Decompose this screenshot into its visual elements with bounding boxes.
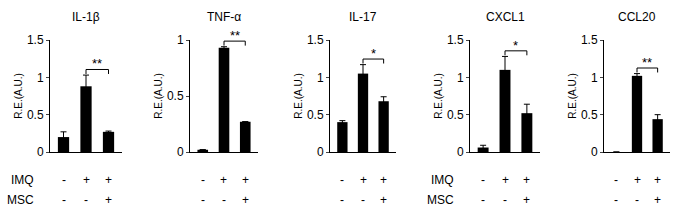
svg-text:0.5: 0.5 <box>581 108 598 122</box>
svg-text:MSC: MSC <box>7 193 34 207</box>
svg-text:0: 0 <box>37 145 44 159</box>
svg-text:+: + <box>220 173 227 187</box>
svg-text:0: 0 <box>457 145 464 159</box>
svg-text:-: - <box>361 193 365 207</box>
svg-text:R.E.(A.U.): R.E.(A.U.) <box>433 73 444 119</box>
svg-text:0.5: 0.5 <box>27 108 44 122</box>
svg-text:+: + <box>242 173 249 187</box>
svg-text:1: 1 <box>591 71 598 85</box>
svg-text:1.5: 1.5 <box>307 33 324 47</box>
svg-text:MSC: MSC <box>427 193 454 207</box>
svg-text:+: + <box>83 173 90 187</box>
svg-text:0.5: 0.5 <box>167 89 184 103</box>
svg-text:IMQ: IMQ <box>431 173 454 187</box>
svg-text:-: - <box>481 173 485 187</box>
svg-text:1: 1 <box>457 71 464 85</box>
svg-text:CCL20: CCL20 <box>618 10 656 24</box>
svg-text:+: + <box>105 173 112 187</box>
svg-text:-: - <box>62 173 66 187</box>
svg-text:0: 0 <box>177 145 184 159</box>
svg-text:1.5: 1.5 <box>447 33 464 47</box>
svg-text:R.E.(A.U.): R.E.(A.U.) <box>567 73 578 119</box>
svg-text:-: - <box>222 193 226 207</box>
svg-text:R.E.(A.U.): R.E.(A.U.) <box>153 73 164 119</box>
svg-text:-: - <box>340 193 344 207</box>
svg-text:-: - <box>62 193 66 207</box>
svg-text:+: + <box>360 173 367 187</box>
svg-text:-: - <box>201 193 205 207</box>
svg-text:1: 1 <box>177 33 184 47</box>
svg-text:0: 0 <box>591 145 598 159</box>
svg-text:-: - <box>340 173 344 187</box>
svg-text:**: ** <box>230 28 240 43</box>
svg-text:1.5: 1.5 <box>581 33 598 47</box>
svg-text:0.5: 0.5 <box>447 108 464 122</box>
svg-text:1.5: 1.5 <box>27 33 44 47</box>
svg-text:-: - <box>635 193 639 207</box>
svg-text:-: - <box>614 173 618 187</box>
svg-text:*: * <box>513 38 518 53</box>
svg-text:-: - <box>503 193 507 207</box>
svg-text:IMQ: IMQ <box>11 173 34 187</box>
svg-text:TNF-α: TNF-α <box>207 10 241 24</box>
svg-text:CXCL1: CXCL1 <box>486 10 525 24</box>
svg-text:+: + <box>380 193 387 207</box>
svg-text:0.5: 0.5 <box>307 108 324 122</box>
svg-text:-: - <box>614 193 618 207</box>
svg-text:-: - <box>201 173 205 187</box>
svg-text:+: + <box>654 193 661 207</box>
svg-text:*: * <box>371 46 376 61</box>
svg-text:0: 0 <box>317 145 324 159</box>
svg-text:+: + <box>242 193 249 207</box>
svg-text:+: + <box>105 193 112 207</box>
svg-text:+: + <box>654 173 661 187</box>
svg-text:1: 1 <box>37 71 44 85</box>
svg-text:**: ** <box>642 55 652 70</box>
svg-text:IL-17: IL-17 <box>349 10 377 24</box>
svg-text:-: - <box>84 193 88 207</box>
svg-text:**: ** <box>92 56 102 71</box>
svg-text:1: 1 <box>317 71 324 85</box>
svg-text:+: + <box>502 173 509 187</box>
svg-text:-: - <box>481 193 485 207</box>
svg-text:+: + <box>523 193 530 207</box>
svg-text:+: + <box>634 173 641 187</box>
svg-text:+: + <box>523 173 530 187</box>
svg-text:IL-1β: IL-1β <box>72 10 100 24</box>
svg-text:+: + <box>380 173 387 187</box>
svg-text:R.E.(A.U.): R.E.(A.U.) <box>293 73 304 119</box>
svg-text:R.E.(A.U.): R.E.(A.U.) <box>13 73 24 119</box>
